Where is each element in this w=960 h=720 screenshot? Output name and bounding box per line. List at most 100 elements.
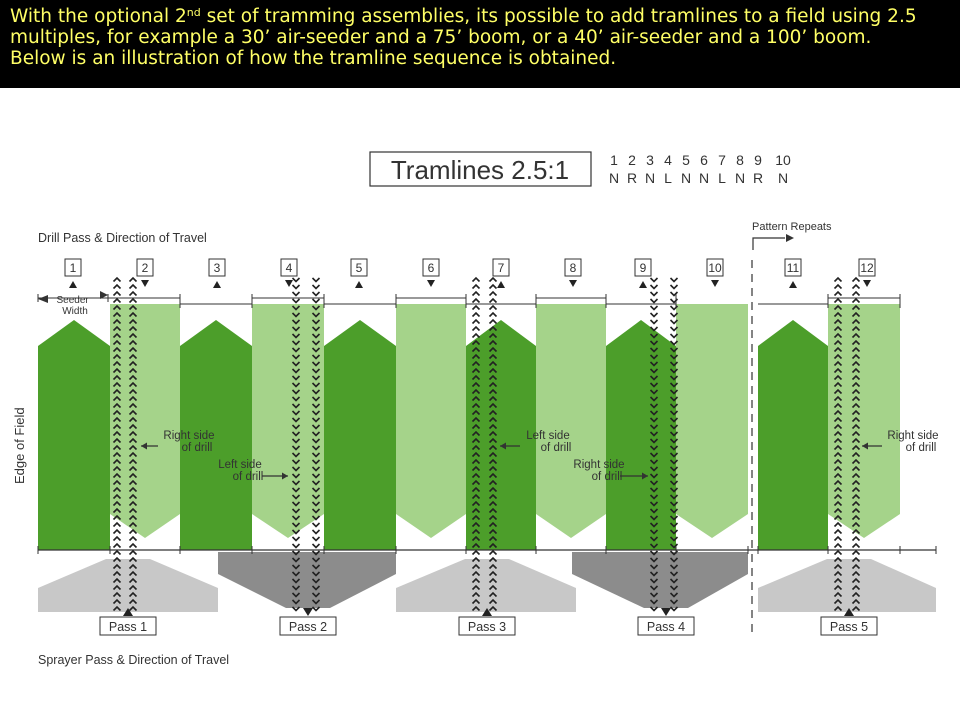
tramline-track-mark <box>311 312 321 318</box>
seeder-width-left-arrow <box>38 295 48 303</box>
tramline-track-mark <box>311 473 321 479</box>
tramline-track-mark <box>649 333 659 339</box>
tramline-track-mark <box>833 528 843 535</box>
tramline-track-mark <box>649 508 659 514</box>
tramline-track-mark <box>291 368 301 374</box>
tramline-track-mark <box>471 535 481 542</box>
drill-pass-box <box>280 258 298 277</box>
tramline-track-mark <box>833 416 843 423</box>
tramline-track-mark <box>488 311 498 318</box>
tramline-track-mark <box>311 466 321 472</box>
tramline-track-mark <box>112 479 122 486</box>
tramline-track-mark <box>291 515 301 521</box>
drill-pass-number: 12 <box>860 261 874 275</box>
tramline-track-mark <box>649 382 659 388</box>
tramline-track-mark <box>128 339 138 346</box>
sprayer-direction-arrow <box>303 608 313 616</box>
tramline-track-mark <box>112 325 122 332</box>
tramline-track-mark <box>851 472 861 479</box>
tramline-track-mark <box>851 605 861 612</box>
tramline-track-mark <box>311 508 321 514</box>
tramline-track-mark <box>128 570 138 577</box>
tramline-track-mark <box>669 319 679 325</box>
tramline-track-mark <box>471 598 481 605</box>
sprayer-direction-arrow <box>123 608 133 616</box>
drill-pass-number: 11 <box>787 261 800 275</box>
tramline-track-mark <box>833 444 843 451</box>
tramline-track-mark <box>112 577 122 584</box>
tramline-track-mark <box>311 592 321 598</box>
tramline-track-mark <box>291 305 301 311</box>
tramline-track-mark <box>488 318 498 325</box>
tramline-track-mark <box>649 473 659 479</box>
tramline-track-mark <box>488 458 498 465</box>
tramline-track-mark <box>488 290 498 297</box>
tramline-track-mark <box>471 402 481 409</box>
tramline-track-mark <box>291 340 301 346</box>
tramline-track-mark <box>833 563 843 570</box>
tramline-track-mark <box>669 585 679 591</box>
tramline-track-mark <box>851 346 861 353</box>
left-side-of-drill-note: Left side of drill <box>218 459 263 483</box>
diagram-title: Tramlines 2.5:1 <box>391 155 569 185</box>
tramline-track-mark <box>669 375 679 381</box>
tramline-track-mark <box>649 340 659 346</box>
drill-pass-box <box>492 258 510 277</box>
tramline-track-mark <box>851 402 861 409</box>
sprayer-pass-label: Pass 3 <box>468 620 506 634</box>
drill-pass-number: 2 <box>142 261 149 275</box>
tramline-track-mark <box>311 445 321 451</box>
tramline-track-mark <box>488 374 498 381</box>
tramline-track-mark <box>128 535 138 542</box>
tramline-track-mark <box>128 437 138 444</box>
sequence-code: R <box>753 170 763 186</box>
sprayer-pass-label: Pass 5 <box>830 620 868 634</box>
tramline-track-mark <box>112 507 122 514</box>
tramline-track-mark <box>112 605 122 612</box>
tramline-track-mark <box>488 444 498 451</box>
tramline-track-mark <box>851 535 861 542</box>
tramline-track-mark <box>649 585 659 591</box>
tramline-track-mark <box>291 466 301 472</box>
tramline-track-mark <box>471 563 481 570</box>
sequence-number: 7 <box>718 152 726 168</box>
tramline-track-mark <box>833 276 843 283</box>
tramline-track-mark <box>311 396 321 402</box>
drill-pass-number: 10 <box>708 261 722 275</box>
tramline-track-mark <box>833 423 843 430</box>
tramline-track-mark <box>291 578 301 584</box>
tramline-track-mark <box>128 507 138 514</box>
tramline-track-mark <box>669 501 679 507</box>
tramline-track-mark <box>128 290 138 297</box>
tramline-track-mark <box>471 290 481 297</box>
tramline-track-mark <box>488 584 498 591</box>
tramline-track-mark <box>851 339 861 346</box>
tramline-track-mark <box>471 304 481 311</box>
tramline-track-mark <box>128 402 138 409</box>
tramline-track-mark <box>851 360 861 367</box>
tramline-track-mark <box>833 430 843 437</box>
tramline-track-mark <box>488 346 498 353</box>
drill-direction-arrow <box>355 281 363 288</box>
sprayer-direction-arrow <box>844 608 854 616</box>
tramline-track-mark <box>488 297 498 304</box>
drill-strips <box>38 304 900 550</box>
tramline-track-mark <box>471 451 481 458</box>
tramline-track-mark <box>311 557 321 563</box>
tramline-track-mark <box>471 500 481 507</box>
tramline-track-mark <box>128 353 138 360</box>
tramline-track-mark <box>488 570 498 577</box>
tramline-track-mark <box>488 465 498 472</box>
sprayer-pass-label: Pass 4 <box>647 620 685 634</box>
tramline-track-mark <box>291 445 301 451</box>
tramline-track-mark <box>649 326 659 332</box>
tramline-track-mark <box>669 480 679 486</box>
tramline-track-mark <box>833 367 843 374</box>
tramline-track-mark <box>311 424 321 430</box>
tramline-track-mark <box>833 521 843 528</box>
tramline-track-mark <box>112 570 122 577</box>
drill-pass-box <box>784 258 802 277</box>
sequence-number: 4 <box>664 152 672 168</box>
tramline-track-mark <box>291 459 301 465</box>
tramline-track-mark <box>833 486 843 493</box>
